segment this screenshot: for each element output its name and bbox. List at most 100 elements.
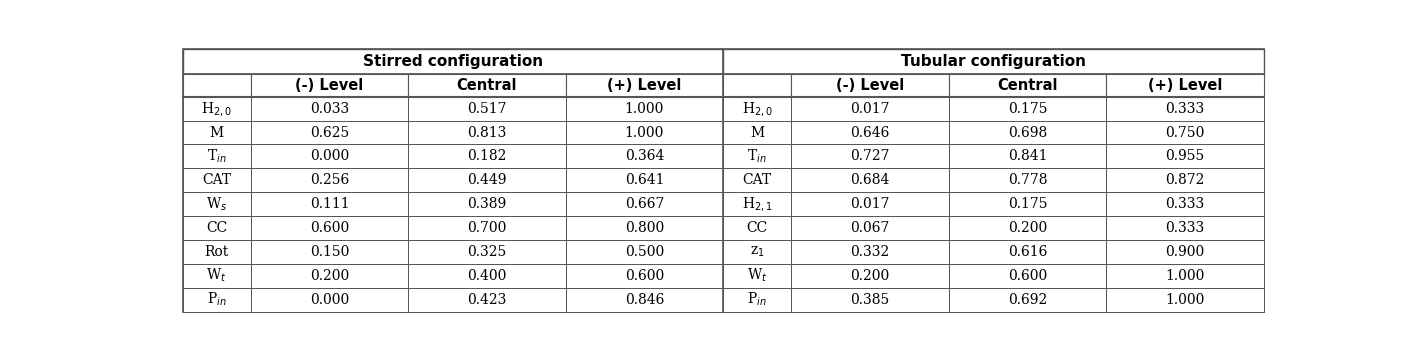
Text: 0.841: 0.841 [1007, 150, 1047, 164]
Bar [408, 145, 566, 169]
Text: 0.727: 0.727 [851, 150, 890, 164]
Bar [948, 288, 1106, 312]
Bar [182, 169, 251, 192]
Text: (-) Level: (-) Level [835, 78, 904, 93]
Bar [566, 264, 724, 288]
Bar [792, 97, 948, 121]
Text: H$_{2,0}$: H$_{2,0}$ [202, 100, 233, 118]
Bar [1106, 264, 1264, 288]
Text: CC: CC [206, 221, 227, 235]
Text: Central: Central [998, 78, 1058, 93]
Bar [948, 192, 1106, 216]
Bar [792, 192, 948, 216]
Bar [566, 145, 724, 169]
Text: Stirred configuration: Stirred configuration [363, 54, 543, 69]
Bar [792, 145, 948, 169]
Text: 0.449: 0.449 [467, 173, 507, 187]
Text: 0.900: 0.900 [1165, 245, 1205, 259]
Text: 0.364: 0.364 [625, 150, 665, 164]
Text: 0.175: 0.175 [1007, 197, 1047, 211]
Bar [408, 169, 566, 192]
Text: Rot: Rot [205, 245, 229, 259]
Text: 0.667: 0.667 [625, 197, 665, 211]
Text: 0.385: 0.385 [851, 293, 890, 307]
Bar [1106, 288, 1264, 312]
Text: 0.175: 0.175 [1007, 102, 1047, 116]
Bar [1106, 121, 1264, 145]
Bar [792, 240, 948, 264]
Bar [251, 288, 408, 312]
Text: 0.700: 0.700 [467, 221, 507, 235]
Text: P$_{in}$: P$_{in}$ [207, 291, 227, 308]
Bar [408, 121, 566, 145]
Bar [182, 240, 251, 264]
Text: 0.333: 0.333 [1165, 102, 1205, 116]
Text: 0.000: 0.000 [310, 150, 349, 164]
Bar [724, 169, 792, 192]
Bar [1106, 169, 1264, 192]
Bar [948, 74, 1106, 97]
Text: 0.872: 0.872 [1165, 173, 1205, 187]
Bar [408, 288, 566, 312]
Text: 0.600: 0.600 [310, 221, 349, 235]
Text: 0.955: 0.955 [1165, 150, 1205, 164]
Text: T$_{in}$: T$_{in}$ [748, 148, 768, 165]
Text: (+) Level: (+) Level [607, 78, 682, 93]
Text: 0.400: 0.400 [467, 269, 507, 283]
Text: W$_{t}$: W$_{t}$ [746, 267, 768, 285]
Text: 0.625: 0.625 [310, 126, 349, 140]
Bar [251, 74, 408, 97]
Text: 1.000: 1.000 [1165, 269, 1205, 283]
Bar [724, 121, 792, 145]
Bar [408, 192, 566, 216]
Text: 0.778: 0.778 [1007, 173, 1047, 187]
Text: 0.150: 0.150 [310, 245, 349, 259]
Text: 0.111: 0.111 [309, 197, 350, 211]
Bar [724, 74, 792, 97]
Bar [182, 121, 251, 145]
Bar [724, 192, 792, 216]
Bar [408, 240, 566, 264]
Text: 0.325: 0.325 [467, 245, 507, 259]
Bar [1106, 97, 1264, 121]
Bar [251, 264, 408, 288]
Text: M: M [210, 126, 224, 140]
Bar [792, 288, 948, 312]
Text: 0.333: 0.333 [1165, 221, 1205, 235]
Bar [948, 240, 1106, 264]
Bar [948, 97, 1106, 121]
Text: 0.813: 0.813 [467, 126, 507, 140]
Text: 0.616: 0.616 [1007, 245, 1047, 259]
Text: 0.017: 0.017 [851, 197, 890, 211]
Bar [566, 97, 724, 121]
Bar [408, 74, 566, 97]
Text: (-) Level: (-) Level [295, 78, 364, 93]
Bar [251, 145, 408, 169]
Bar [792, 216, 948, 240]
Bar [724, 49, 1264, 74]
Text: W$_{s}$: W$_{s}$ [206, 195, 227, 213]
Text: 0.750: 0.750 [1165, 126, 1205, 140]
Text: z$_{1}$: z$_{1}$ [749, 245, 765, 259]
Bar [251, 121, 408, 145]
Bar [182, 74, 251, 97]
Text: H$_{2,0}$: H$_{2,0}$ [742, 100, 773, 118]
Bar [182, 145, 251, 169]
Text: 0.200: 0.200 [1007, 221, 1047, 235]
Text: CAT: CAT [742, 173, 772, 187]
Bar [566, 240, 724, 264]
Text: W$_{t}$: W$_{t}$ [206, 267, 227, 285]
Bar [251, 169, 408, 192]
Bar [948, 169, 1106, 192]
Text: Tubular configuration: Tubular configuration [900, 54, 1086, 69]
Bar [724, 97, 792, 121]
Bar [1106, 145, 1264, 169]
Text: 0.200: 0.200 [310, 269, 349, 283]
Bar [182, 49, 724, 74]
Text: 0.256: 0.256 [310, 173, 349, 187]
Text: H$_{2,1}$: H$_{2,1}$ [742, 195, 773, 213]
Text: 0.332: 0.332 [851, 245, 890, 259]
Bar [724, 145, 792, 169]
Bar [948, 216, 1106, 240]
Bar [408, 264, 566, 288]
